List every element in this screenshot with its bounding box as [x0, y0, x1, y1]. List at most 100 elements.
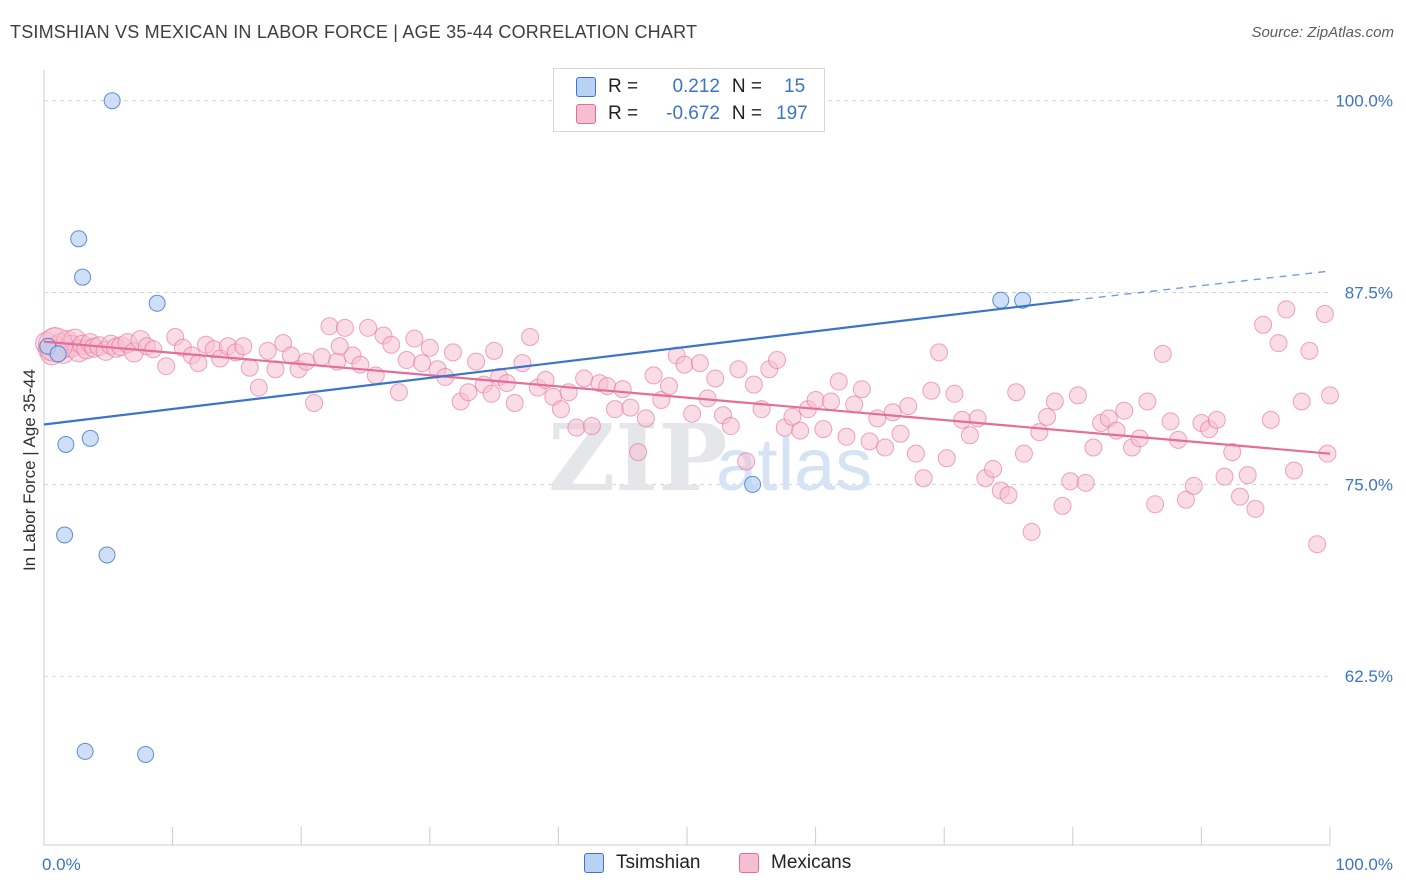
mexicans-point: [605, 400, 624, 419]
mexicans-point: [1284, 461, 1303, 480]
y-tick-label: 75.0%: [1345, 475, 1393, 494]
tsimshian-point: [49, 345, 67, 363]
mexicans-point: [1261, 410, 1280, 429]
mexicans-point: [837, 427, 856, 446]
mexicans-point: [1138, 392, 1157, 411]
tsimshian-point: [103, 92, 121, 110]
mexicans-trend-line: [43, 340, 1331, 455]
mexicans-point: [575, 369, 594, 388]
r-label: R =: [608, 76, 639, 97]
series-legend: Tsimshian Mexicans: [0, 852, 1406, 878]
y-tick-label: 62.5%: [1345, 667, 1393, 686]
n-value: 15: [784, 76, 806, 97]
mexicans-point: [521, 328, 540, 347]
tsimshian-point: [992, 291, 1010, 309]
y-tick-label: 87.5%: [1345, 284, 1393, 303]
mexicans-point: [945, 384, 964, 403]
mexicans-point: [1292, 392, 1311, 411]
mexicans-point: [330, 337, 349, 356]
tsimshian-point: [137, 745, 155, 763]
mexicans-point: [1115, 401, 1134, 420]
mexicans-point: [397, 351, 416, 370]
legend-item-mexicans[interactable]: Mexicans: [739, 852, 851, 874]
mexicans-point: [405, 329, 424, 348]
mexicans-point: [675, 355, 694, 374]
mexicans-point: [312, 347, 331, 366]
mexicans-point: [1076, 473, 1095, 492]
mexicans-point: [922, 381, 941, 400]
mexicans-point: [822, 392, 841, 411]
mexicans-point: [845, 395, 864, 414]
mexicans-point: [1153, 344, 1172, 363]
mexicans-point: [729, 360, 748, 379]
grid-lines: [44, 100, 1330, 677]
mexicans-point: [636, 409, 655, 428]
mexicans-swatch: [739, 853, 759, 873]
mexicans-point: [485, 341, 504, 360]
mexicans-point: [744, 375, 763, 394]
r-label: R =: [608, 103, 639, 124]
source-label: Source: ZipAtlas.com: [1251, 24, 1394, 41]
mexicans-point: [1022, 522, 1041, 541]
tsimshian-point: [70, 230, 88, 248]
mexicans-point: [937, 449, 956, 468]
mexicans-point: [551, 400, 570, 419]
tick-labels: 62.5% 75.0% 87.5% 100.0% 0.0% 100.0%: [42, 92, 1393, 874]
n-label: N =: [731, 103, 762, 124]
legend-item-tsimshian[interactable]: Tsimshian: [584, 852, 700, 874]
mexicans-point: [1269, 334, 1288, 353]
mexicans-swatch: [576, 104, 596, 124]
mexicans-point: [382, 335, 401, 354]
n-value: 197: [776, 103, 808, 124]
mexicans-point: [613, 380, 632, 399]
mexicans-point: [1277, 300, 1296, 319]
mexicans-point: [999, 486, 1018, 505]
y-axis-label: In Labor Force | Age 35-44: [20, 369, 39, 571]
mexicans-point: [659, 377, 678, 396]
mexicans-point: [852, 380, 871, 399]
mexicans-point: [883, 403, 902, 422]
trend-lines: [43, 270, 1331, 455]
mexicans-point: [706, 369, 725, 388]
mexicans-point: [1176, 490, 1195, 509]
mexicans-point: [1146, 495, 1165, 514]
tsimshian-swatch: [584, 853, 604, 873]
mexicans-point: [644, 366, 663, 385]
mexicans-point: [320, 317, 339, 336]
mexicans-point: [389, 383, 408, 402]
mexicans-point: [876, 438, 895, 457]
mexicans-point: [721, 417, 740, 436]
mexicans-point: [157, 357, 176, 376]
mexicans-point: [1223, 443, 1242, 462]
axes: [43, 70, 1331, 846]
chart-title: TSIMSHIAN VS MEXICAN IN LABOR FORCE | AG…: [10, 22, 698, 42]
mexicans-point: [513, 354, 532, 373]
r-value: 0.212: [672, 76, 720, 97]
mexicans-point: [359, 318, 378, 337]
stats-row-tsimshian: R = 0.212 N = 15: [576, 75, 805, 99]
mexicans-point: [305, 394, 324, 413]
mexicans-point: [906, 444, 925, 463]
legend-label: Mexicans: [771, 852, 852, 873]
mexicans-point: [1184, 476, 1203, 495]
mexicans-point: [567, 418, 586, 437]
stats-row-mexicans: R = -0.672 N = 197: [576, 102, 808, 126]
mexicans-point: [505, 394, 524, 413]
mexicans-point: [249, 378, 268, 397]
mexicans-point: [1315, 305, 1334, 324]
mexicans-point: [914, 469, 933, 488]
x-tick-label: 0.0%: [42, 855, 81, 874]
mexicans-point: [1308, 535, 1327, 554]
mexicans-point: [482, 384, 501, 403]
mexicans-point: [953, 410, 972, 429]
mexicans-point: [144, 340, 163, 359]
mexicans-point: [420, 338, 439, 357]
mexicans-point: [1061, 472, 1080, 491]
tsimshian-trend-extension: [1072, 270, 1331, 301]
tsimshian-trend-line: [43, 299, 1073, 426]
mexicans-point: [891, 424, 910, 443]
mexicans-point: [984, 460, 1003, 479]
mexicans-point: [806, 390, 825, 409]
mexicans-point: [1161, 412, 1180, 431]
mexicans-point: [621, 398, 640, 417]
